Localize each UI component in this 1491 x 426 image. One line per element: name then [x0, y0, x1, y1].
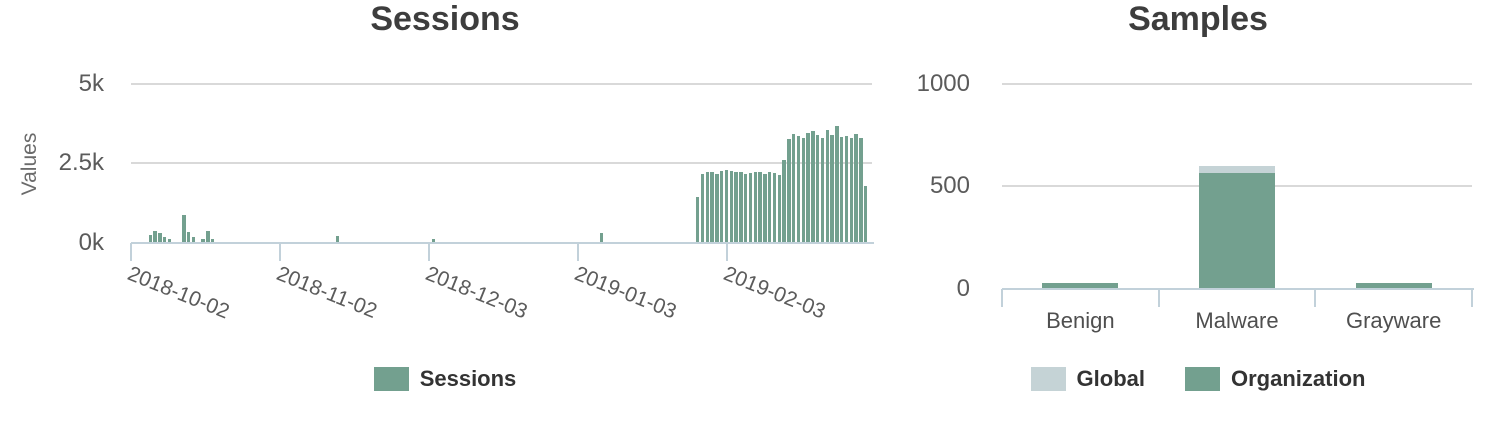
sessions-legend: Sessions [0, 366, 890, 392]
sessions-bar[interactable] [777, 175, 782, 243]
x-tick-label: 2019-01-03 [571, 262, 680, 324]
sessions-bar[interactable] [811, 130, 815, 243]
sessions-legend-label: Sessions [419, 366, 517, 391]
sessions-bar[interactable] [744, 174, 748, 243]
samples-bar-organization[interactable] [1199, 172, 1275, 289]
y-tick-label: 2.5k [58, 149, 104, 177]
samples-bar-organization[interactable] [1042, 283, 1119, 289]
sessions-bar[interactable] [864, 186, 868, 243]
sessions-chart-title: Sessions [370, 0, 520, 38]
x-tick-label: 2018-10-02 [124, 262, 233, 324]
x-axis-tick [1471, 288, 1473, 307]
y-tick-label: 0k [78, 228, 104, 256]
x-axis-tick [130, 242, 132, 261]
sessions-bar[interactable] [719, 171, 724, 243]
y-tick-label: 0 [956, 274, 970, 302]
sessions-bar[interactable] [734, 172, 738, 243]
x-axis-tick [427, 242, 430, 261]
y-tick-label: 1000 [916, 70, 970, 97]
sessions-bar[interactable] [806, 132, 810, 243]
legend-item-organization[interactable]: Organization [1185, 366, 1365, 392]
sessions-bar[interactable] [191, 237, 196, 243]
global-legend-swatch-icon [1030, 367, 1066, 391]
sessions-bar[interactable] [148, 234, 152, 243]
legend-item-sessions[interactable]: Sessions [373, 366, 517, 392]
sessions-bar[interactable] [859, 137, 863, 243]
y-tick-label: 5k [78, 70, 104, 97]
sessions-bar[interactable] [792, 134, 796, 243]
sessions-bar[interactable] [167, 239, 172, 243]
sessions-bar[interactable] [729, 170, 733, 243]
sessions-bar[interactable] [201, 239, 205, 243]
sessions-bar[interactable] [830, 134, 834, 243]
category-label: Malware [1195, 308, 1279, 333]
sessions-bar[interactable] [801, 137, 806, 243]
x-axis-tick [725, 242, 728, 261]
sessions-bar[interactable] [206, 231, 210, 243]
sessions-bar[interactable] [840, 136, 844, 243]
samples-chart-title: Samples [1128, 0, 1268, 38]
sessions-bar[interactable] [162, 237, 167, 243]
sessions-bar[interactable] [820, 137, 825, 243]
x-tick-label: 2018-11-02 [273, 262, 381, 323]
y-tick-label: 500 [929, 172, 970, 200]
sessions-bar[interactable] [835, 126, 839, 243]
sessions-bar[interactable] [768, 171, 772, 243]
sessions-bar[interactable] [705, 171, 709, 243]
sessions-bar[interactable] [599, 232, 604, 243]
organization-legend-swatch-icon [1185, 367, 1220, 391]
sessions-bar[interactable] [854, 133, 858, 243]
sessions-bar[interactable] [844, 135, 849, 243]
x-tick-label: 2018-12-03 [422, 262, 531, 324]
sessions-bar[interactable] [710, 172, 714, 243]
x-axis-tick [278, 242, 281, 261]
sessions-bar[interactable] [739, 171, 743, 243]
sessions-bar[interactable] [335, 235, 340, 243]
x-axis-tick [576, 242, 579, 261]
x-axis-tick [1001, 288, 1003, 307]
organization-legend-label: Organization [1231, 366, 1366, 391]
sessions-bar[interactable] [796, 136, 801, 243]
sessions-bar[interactable] [431, 239, 436, 243]
sessions-bar[interactable] [849, 137, 854, 243]
sessions-legend-swatch-icon [373, 367, 409, 391]
x-axis-line [131, 241, 874, 244]
sessions-bar[interactable] [816, 135, 820, 243]
x-axis-tick [1314, 288, 1317, 307]
sessions-bar[interactable] [153, 231, 157, 243]
legend-item-global[interactable]: Global [1030, 366, 1145, 392]
sessions-bar[interactable] [724, 169, 729, 243]
sessions-bar[interactable] [753, 171, 757, 243]
sessions-bar[interactable] [772, 173, 777, 243]
x-axis-tick [1157, 288, 1160, 307]
gridline [1002, 83, 1472, 85]
sessions-bar[interactable] [715, 174, 719, 243]
sessions-bar[interactable] [182, 214, 186, 243]
sessions-bar[interactable] [782, 160, 786, 243]
sessions-bar[interactable] [695, 196, 700, 243]
sessions-bar[interactable] [758, 172, 762, 243]
x-tick-label: 2019-02-03 [719, 262, 829, 324]
samples-legend: Global Organization [905, 366, 1491, 392]
category-label: Grayware [1345, 308, 1442, 333]
sessions-bar[interactable] [748, 173, 753, 243]
sessions-bar[interactable] [158, 232, 162, 243]
sessions-bar[interactable] [763, 174, 767, 243]
sessions-bar[interactable] [186, 232, 191, 243]
gridline [131, 162, 872, 165]
global-legend-label: Global [1076, 366, 1145, 391]
samples-bar-organization[interactable] [1355, 283, 1432, 289]
sessions-bar[interactable] [700, 173, 705, 243]
gridline [131, 83, 872, 85]
sessions-bar[interactable] [787, 138, 791, 243]
sessions-bar[interactable] [825, 129, 830, 243]
x-axis-line [1002, 287, 1474, 290]
category-label: Benign [1046, 308, 1115, 333]
sessions-bar[interactable] [210, 239, 215, 243]
